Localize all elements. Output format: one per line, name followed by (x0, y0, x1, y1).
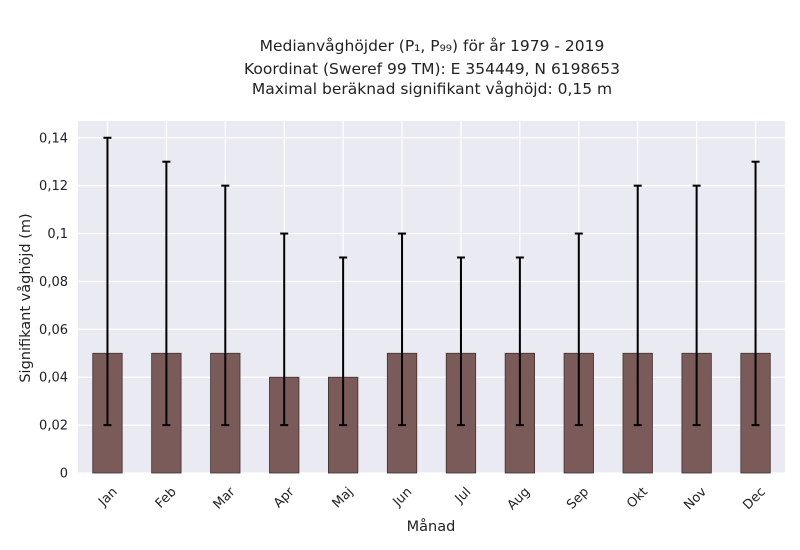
x-tick-label-jun: Jun (390, 485, 416, 511)
error-bar-dec (751, 160, 760, 427)
x-tick-label-mar: Mar (211, 484, 239, 512)
y-tick-label: 0 (60, 467, 68, 482)
error-bar-maj (339, 256, 348, 427)
error-bar-feb (162, 160, 171, 427)
y-tick-label: 0,06 (39, 323, 68, 338)
x-tick-label-dec: Dec (740, 485, 768, 513)
error-bar-jun (398, 232, 407, 427)
x-tick-label-feb: Feb (153, 485, 180, 512)
x-tick-label-nov: Nov (681, 484, 710, 513)
y-tick-labels: 0 0,02 0,04 0,06 0,08 0,1 0,12 0,14 (39, 131, 68, 481)
x-axis-label: Månad (407, 518, 456, 535)
error-bar-jan (103, 136, 112, 427)
x-tick-label-maj: Maj (330, 485, 357, 512)
x-tick-label-aug: Aug (505, 485, 534, 514)
y-tick-label: 0,14 (39, 131, 68, 146)
error-bar-okt (633, 184, 642, 427)
x-tick-labels: Jan Feb Mar Apr Maj Jun Jul Aug Sep Okt Nov Dec (95, 484, 769, 513)
x-tick-label-apr: Apr (271, 484, 298, 511)
y-tick-label: 0,1 (47, 227, 68, 242)
plot-area (78, 121, 785, 473)
x-tick-label-okt: Okt (624, 485, 651, 512)
error-bar-aug (515, 256, 524, 427)
chart-title-line-3: Maximal beräknad signifikant våghöjd: 0,… (252, 80, 612, 98)
chart-title: Medianvåghöjder (P₁, P₉₉) för år 1979 - … (244, 37, 620, 98)
y-axis-label: Signifikant våghöjd (m) (17, 213, 34, 382)
y-tick-label: 0,04 (39, 371, 68, 386)
error-bar-sep (574, 232, 583, 427)
error-bars (103, 136, 760, 427)
y-tick-label: 0,08 (39, 275, 68, 290)
error-bar-nov (692, 184, 701, 427)
error-bar-apr (280, 232, 289, 427)
chart-title-line-2: Koordinat (Sweref 99 TM): E 354449, N 61… (244, 60, 620, 78)
x-tick-label-jan: Jan (95, 485, 120, 510)
x-tick-label-jul: Jul (452, 485, 474, 507)
chart-title-line-1: Medianvåghöjder (P₁, P₉₉) för år 1979 - … (260, 37, 605, 55)
error-bar-mar (221, 184, 230, 427)
y-tick-label: 0,02 (39, 419, 68, 434)
error-bar-jul (456, 256, 465, 427)
y-tick-label: 0,12 (39, 179, 68, 194)
x-tick-label-sep: Sep (564, 485, 592, 513)
